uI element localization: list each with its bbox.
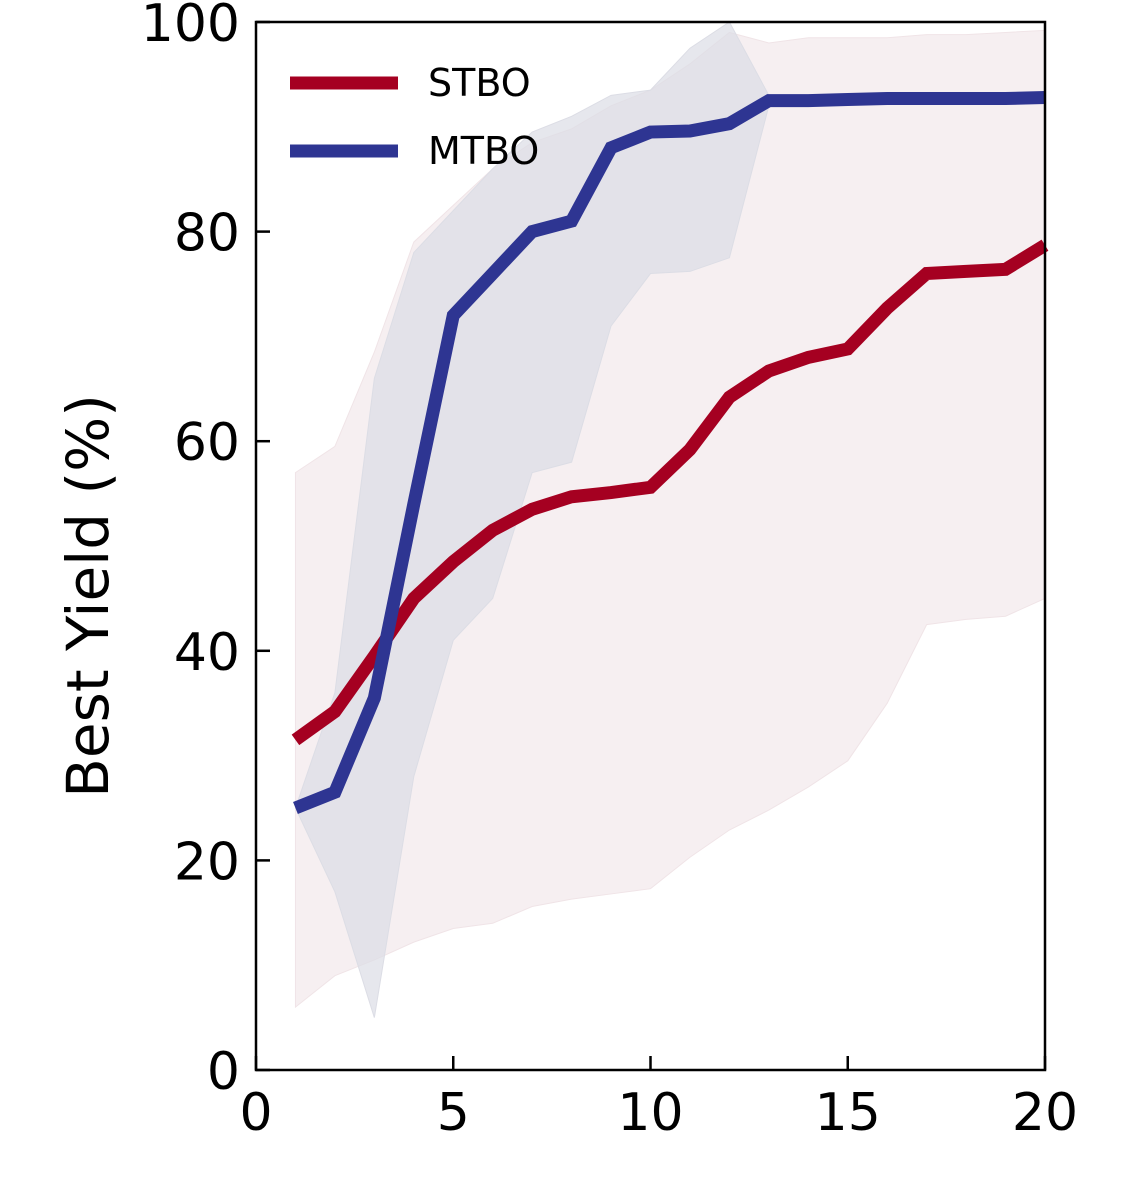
x-tick-label: 15 (815, 1083, 881, 1143)
y-tick-label: 40 (174, 623, 240, 683)
series-lines (291, 90, 1049, 815)
x-tick-label: 5 (437, 1083, 470, 1143)
axis-ticks: 0 5 10 15 20 0 20 40 60 80 100 (141, 0, 1078, 1143)
x-tick-label: 10 (617, 1083, 683, 1143)
y-tick-label: 60 (174, 413, 240, 473)
y-tick-label: 100 (141, 0, 240, 54)
x-tick-label: 0 (239, 1083, 272, 1143)
y-tick-label: 80 (174, 204, 240, 264)
stbo-line (291, 239, 1049, 746)
y-axis-label: Best Yield (%) (54, 394, 122, 798)
y-tick-label: 20 (174, 832, 240, 892)
legend: STBO MTBO (290, 61, 539, 173)
y-tick-label: 0 (207, 1042, 240, 1102)
legend-label-mtbo: MTBO (428, 129, 539, 173)
legend-label-stbo: STBO (428, 61, 531, 105)
mtbo-line (293, 90, 1046, 815)
x-tick-label: 20 (1012, 1083, 1078, 1143)
